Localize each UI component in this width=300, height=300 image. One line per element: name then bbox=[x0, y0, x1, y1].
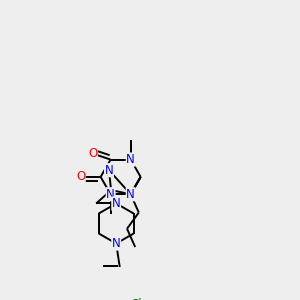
Text: N: N bbox=[112, 197, 121, 210]
Text: N: N bbox=[106, 188, 115, 201]
Text: O: O bbox=[88, 147, 97, 160]
Text: N: N bbox=[126, 153, 135, 166]
Text: Cl: Cl bbox=[130, 298, 142, 300]
Text: N: N bbox=[112, 237, 121, 250]
Text: N: N bbox=[126, 188, 135, 201]
Text: N: N bbox=[105, 164, 113, 177]
Text: O: O bbox=[76, 170, 85, 183]
